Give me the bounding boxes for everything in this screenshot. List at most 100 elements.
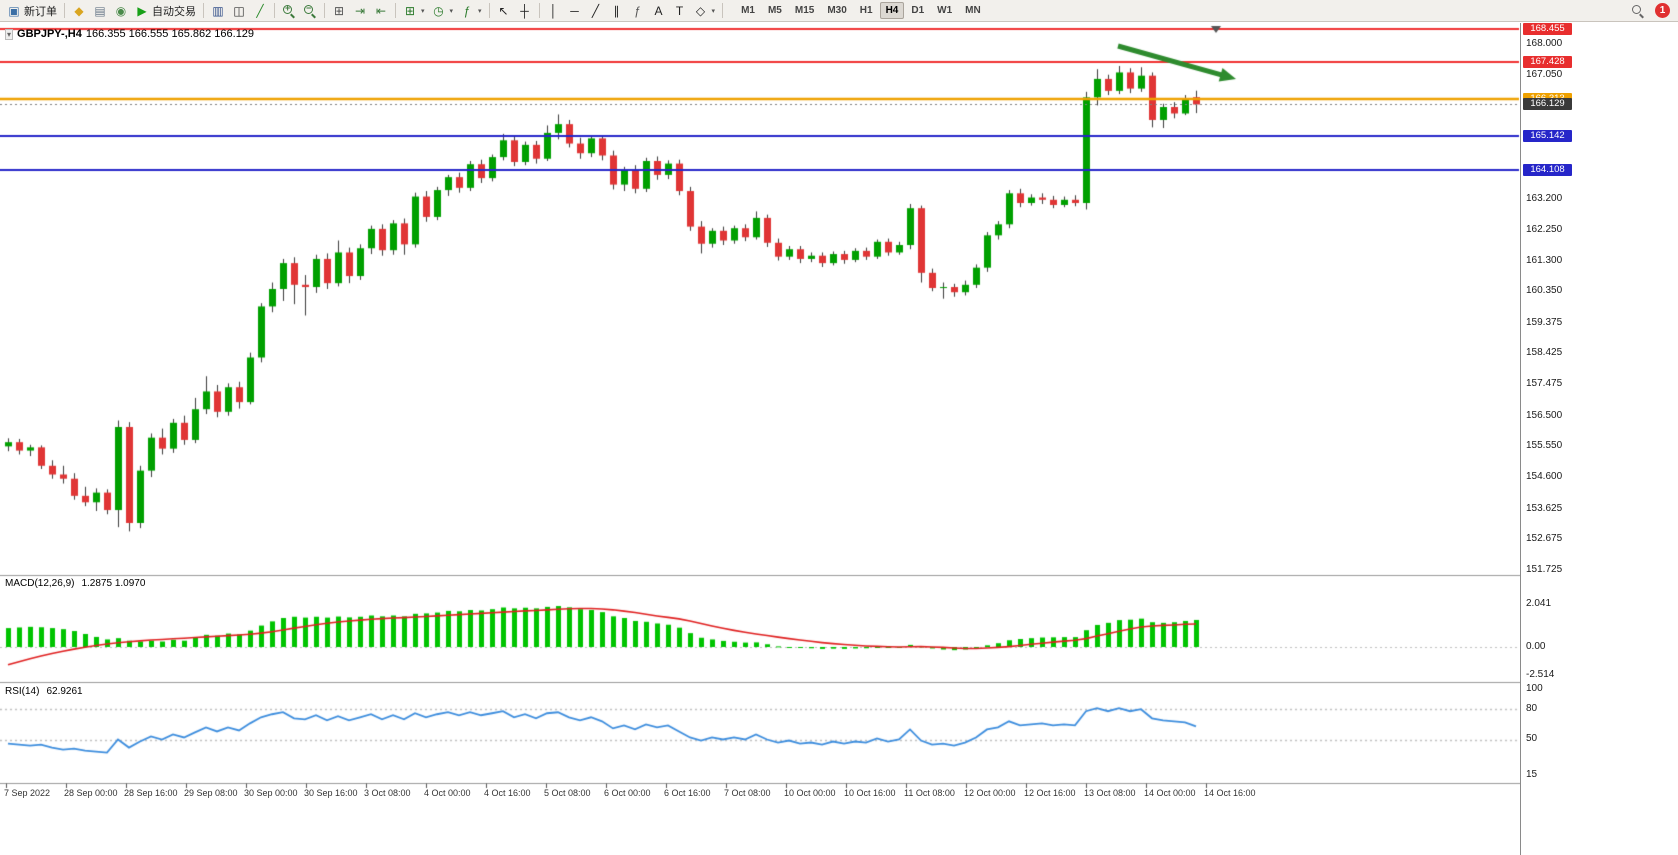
crosshair-button[interactable]: ┼ xyxy=(515,1,535,20)
new-chart-button[interactable]: ⊞ ▾ xyxy=(400,1,428,20)
zoom-in-glyph: + xyxy=(285,2,291,13)
dropdown-caret-icon: ▾ xyxy=(478,7,482,15)
indicators-icon: ƒ xyxy=(463,3,471,18)
time-axis-label: 10 Oct 00:00 xyxy=(784,788,836,798)
timeframe-bar: M1 M5 M15 M30 H1 H4 D1 W1 MN xyxy=(735,2,987,19)
rsi-axis-label: 50 xyxy=(1526,733,1538,744)
price-axis-label: 167.050 xyxy=(1526,68,1563,80)
timeframe-m5-button[interactable]: M5 xyxy=(767,5,782,16)
timeframe-mn-button[interactable]: MN xyxy=(965,5,981,16)
timeframe-d1-button[interactable]: D1 xyxy=(911,5,925,16)
dropdown-caret-icon: ▾ xyxy=(711,7,716,15)
macd-indicator-name: MACD(12,26,9) xyxy=(5,578,75,589)
macd-axis-label: 2.041 xyxy=(1526,598,1552,609)
time-axis-label: 4 Oct 00:00 xyxy=(424,788,471,798)
support-badge-2: 164.108 xyxy=(1523,163,1572,176)
shapes-icon: ◇ xyxy=(695,3,706,18)
macd-label: MACD(12,26,9) 1.2875 1.0970 xyxy=(5,578,145,589)
time-axis-label: 4 Oct 16:00 xyxy=(484,788,531,798)
tile-icon: ⊞ xyxy=(333,3,345,18)
price-axis-label: 155.550 xyxy=(1526,440,1563,452)
text-label-button[interactable]: T xyxy=(670,1,690,20)
time-axis-label: 11 Oct 08:00 xyxy=(904,788,955,798)
time-axis-label: 12 Oct 00:00 xyxy=(964,788,1016,798)
fibonacci-button[interactable]: ƒ xyxy=(628,1,648,20)
auto-trading-label: 自动交易 xyxy=(152,5,196,18)
vertical-line-button[interactable]: │ xyxy=(544,1,564,20)
price-axis[interactable]: 168.000 167.050 163.200 162.250 161.300 160.3… xyxy=(1520,23,1580,855)
rsi-value: 62.9261 xyxy=(46,686,83,697)
timeframe-h1-button[interactable]: H1 xyxy=(859,5,873,16)
profiles-button[interactable]: ◆ xyxy=(69,1,89,20)
chart-symbol-period: GBPJPY-,H4 xyxy=(17,28,82,40)
zoom-out-button[interactable]: − xyxy=(300,1,320,20)
chart-ohlc-values: 166.355 166.555 165.862 166.129 xyxy=(85,28,255,40)
trendline-button[interactable]: ╱ xyxy=(586,1,606,20)
time-axis[interactable]: 7 Sep 2022 28 Sep 00:00 28 Sep 16:00 29 Sep… xyxy=(0,783,1520,823)
dropdown-caret-icon: ▾ xyxy=(421,7,425,15)
print-button[interactable]: ▤ xyxy=(90,1,110,20)
zoom-in-button[interactable]: + xyxy=(279,1,299,20)
broadcast-icon: ◉ xyxy=(115,3,127,18)
search-button[interactable] xyxy=(1628,1,1648,20)
price-axis-label: 158.425 xyxy=(1526,347,1563,359)
timeframe-h4-button[interactable]: H4 xyxy=(879,2,905,19)
chart-collapse-icon[interactable]: ▾ xyxy=(5,28,14,40)
shapes-button[interactable]: ◇ ▾ xyxy=(691,1,719,20)
price-axis-label: 160.350 xyxy=(1526,285,1563,297)
time-axis-label: 6 Oct 16:00 xyxy=(664,788,711,798)
time-axis-label: 7 Oct 08:00 xyxy=(724,788,771,798)
bar-chart-button[interactable]: ▥ xyxy=(208,1,228,20)
cursor-icon: ↖ xyxy=(498,3,509,18)
toolbar-separator xyxy=(395,3,396,18)
macd-axis-label: -2.514 xyxy=(1526,669,1555,680)
vline-icon: │ xyxy=(549,3,558,18)
line-chart-button[interactable]: ╱ xyxy=(250,1,270,20)
dropdown-caret-icon: ▾ xyxy=(449,7,454,15)
time-axis-label: 30 Sep 00:00 xyxy=(244,788,298,798)
time-axis-label: 13 Oct 08:00 xyxy=(1084,788,1136,798)
equidistant-channel-button[interactable]: ∥ xyxy=(607,1,627,20)
price-axis-label: 154.600 xyxy=(1526,471,1563,483)
tile-windows-button[interactable]: ⊞ xyxy=(329,1,349,20)
time-axis-label: 12 Oct 16:00 xyxy=(1024,788,1076,798)
chart-shift-button[interactable]: ⇤ xyxy=(371,1,391,20)
timeframe-m15-button[interactable]: M15 xyxy=(794,5,815,16)
timeframe-w1-button[interactable]: W1 xyxy=(937,5,953,16)
support-badge-1: 165.142 xyxy=(1523,130,1572,143)
chart-title: ▾ GBPJPY-,H4 166.355 166.555 165.862 166… xyxy=(5,28,254,40)
crosshair-icon: ┼ xyxy=(520,3,529,18)
time-axis-label: 14 Oct 00:00 xyxy=(1144,788,1196,798)
auto-trading-button[interactable]: ▶ 自动交易 xyxy=(132,1,199,20)
timeframe-m1-button[interactable]: M1 xyxy=(741,5,755,16)
new-chart-icon: ⊞ xyxy=(404,3,416,18)
resistance-badge-2: 167.428 xyxy=(1523,56,1572,69)
time-axis-label: 28 Sep 00:00 xyxy=(64,788,118,798)
macd-values: 1.2875 1.0970 xyxy=(81,578,146,589)
label-icon: T xyxy=(675,3,684,18)
rsi-indicator-name: RSI(14) xyxy=(5,686,40,697)
periods-button[interactable]: ◷ ▾ xyxy=(429,1,457,20)
candlestick-chart-button[interactable]: ◫ xyxy=(229,1,249,20)
price-axis-label: 168.000 xyxy=(1526,38,1563,49)
signals-button[interactable]: ◉ xyxy=(111,1,131,20)
time-axis-label: 30 Sep 16:00 xyxy=(304,788,358,798)
toolbar-separator xyxy=(203,3,204,18)
horizontal-line-button[interactable]: ─ xyxy=(565,1,585,20)
rsi-label: RSI(14) 62.9261 xyxy=(5,686,83,697)
time-axis-label: 14 Oct 16:00 xyxy=(1204,788,1256,798)
price-axis-label: 161.300 xyxy=(1526,254,1563,266)
text-button[interactable]: A xyxy=(649,1,669,20)
new-order-label: 新订单 xyxy=(24,5,57,18)
chart-canvas[interactable] xyxy=(0,23,1520,855)
zoom-out-icon: − xyxy=(303,3,317,18)
new-order-button[interactable]: ▣ 新订单 xyxy=(4,1,60,20)
timeframe-m30-button[interactable]: M30 xyxy=(827,5,847,16)
toolbar-separator xyxy=(274,3,275,18)
templates-button[interactable]: ƒ ▾ xyxy=(457,1,485,20)
cursor-button[interactable]: ↖ xyxy=(494,1,514,20)
auto-scroll-button[interactable]: ⇥ xyxy=(350,1,370,20)
printer-icon: ▤ xyxy=(94,3,106,18)
notification-badge[interactable]: 1 xyxy=(1655,3,1670,18)
